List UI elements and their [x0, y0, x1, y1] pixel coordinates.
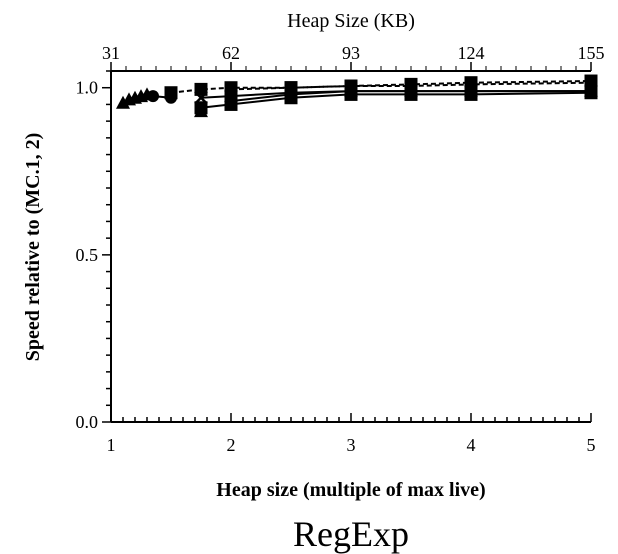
data-point-square	[284, 81, 298, 95]
top-axis-tick-label: 93	[342, 43, 360, 63]
y-axis-tick-label: 0.5	[76, 245, 99, 265]
top-axis-tick-label: 62	[222, 43, 240, 63]
top-axis-tick-label: 155	[578, 43, 605, 63]
x-axis-tick-labels: 1 2 3 4 5	[107, 435, 596, 455]
data-point-triangle	[116, 95, 130, 109]
x-axis-tick-label: 4	[467, 435, 476, 455]
x-axis-tick-label: 1	[107, 435, 116, 455]
top-axis-tick-label: 31	[102, 43, 120, 63]
y-axis-tick-labels: 0.0 0.5 1.0	[76, 78, 99, 432]
axes	[102, 62, 592, 423]
top-axis-tick-labels: 31 62 93 124 155	[102, 43, 605, 63]
series	[147, 90, 177, 104]
data-point-square	[224, 82, 238, 96]
series	[194, 104, 208, 118]
top-axis-title: Heap Size (KB)	[287, 10, 415, 32]
x-axis-tick-label: 3	[347, 435, 356, 455]
y-axis-title: Speed relative to (MC.1, 2)	[22, 133, 44, 361]
data-point-circle	[165, 91, 177, 104]
y-axis-tick-label: 0.0	[76, 412, 99, 432]
data-point-circle	[147, 90, 159, 103]
y-axis-tick-label: 1.0	[76, 78, 99, 98]
data-point-square	[404, 77, 418, 91]
top-axis-tick-label: 124	[458, 43, 485, 63]
chart-caption: RegExp	[293, 514, 409, 554]
x-axis-title: Heap size (multiple of max live)	[216, 479, 485, 501]
data-point-triangle	[194, 104, 208, 118]
series-layer	[116, 74, 598, 118]
series-line	[230, 80, 592, 91]
data-point-square	[344, 79, 358, 93]
x-axis-tick-label: 5	[587, 435, 596, 455]
x-axis-tick-label: 2	[227, 435, 236, 455]
data-point-square	[194, 82, 208, 96]
data-point-square	[584, 74, 598, 88]
series	[224, 74, 598, 96]
data-point-square	[464, 76, 478, 90]
